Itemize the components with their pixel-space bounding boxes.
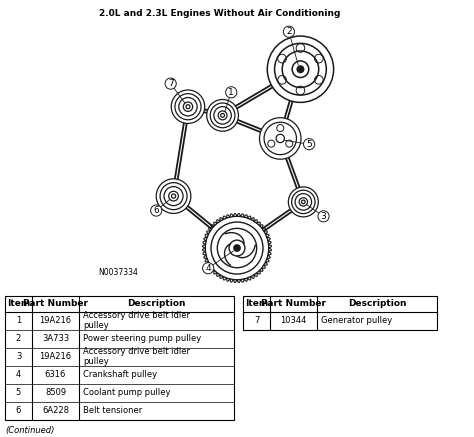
Text: N0037334: N0037334 bbox=[99, 268, 138, 277]
Text: Belt tensioner: Belt tensioner bbox=[83, 406, 142, 416]
Text: 6: 6 bbox=[154, 206, 159, 215]
Text: 7: 7 bbox=[168, 79, 173, 88]
Text: Accessory drive belt idler
pulley: Accessory drive belt idler pulley bbox=[83, 347, 190, 366]
Text: 6316: 6316 bbox=[45, 370, 66, 379]
Text: 19A216: 19A216 bbox=[39, 316, 72, 325]
Text: 3: 3 bbox=[16, 352, 21, 361]
Text: 6: 6 bbox=[16, 406, 21, 416]
Text: 4: 4 bbox=[205, 264, 211, 273]
Text: Coolant pump pulley: Coolant pump pulley bbox=[83, 388, 171, 397]
Text: 2: 2 bbox=[286, 27, 292, 36]
Text: Description: Description bbox=[127, 299, 186, 309]
Text: Item: Item bbox=[245, 299, 268, 309]
Text: (Continued): (Continued) bbox=[5, 426, 55, 435]
Text: Part Number: Part Number bbox=[23, 299, 88, 309]
Text: Item: Item bbox=[7, 299, 30, 309]
Bar bbox=[5, 296, 234, 420]
Text: 10344: 10344 bbox=[280, 316, 307, 325]
Bar bbox=[243, 296, 437, 329]
Text: Crankshaft pulley: Crankshaft pulley bbox=[83, 370, 157, 379]
Text: 6A228: 6A228 bbox=[42, 406, 69, 416]
Text: Part Number: Part Number bbox=[261, 299, 326, 309]
Text: Description: Description bbox=[348, 299, 406, 309]
Text: 7: 7 bbox=[254, 316, 259, 325]
Text: 2: 2 bbox=[16, 334, 21, 343]
Text: 3: 3 bbox=[320, 212, 327, 221]
Text: Power steering pump pulley: Power steering pump pulley bbox=[83, 334, 201, 343]
Circle shape bbox=[234, 245, 240, 251]
Text: 1: 1 bbox=[228, 88, 234, 97]
Text: 4: 4 bbox=[16, 370, 21, 379]
Text: 5: 5 bbox=[16, 388, 21, 397]
Text: 5: 5 bbox=[306, 140, 312, 149]
Text: 3A733: 3A733 bbox=[42, 334, 69, 343]
Text: 8509: 8509 bbox=[45, 388, 66, 397]
Text: Accessory drive belt idler
pulley: Accessory drive belt idler pulley bbox=[83, 311, 190, 330]
Text: 2.0L and 2.3L Engines Without Air Conditioning: 2.0L and 2.3L Engines Without Air Condit… bbox=[99, 9, 340, 17]
Circle shape bbox=[297, 66, 304, 73]
Text: 19A216: 19A216 bbox=[39, 352, 72, 361]
Text: 1: 1 bbox=[16, 316, 21, 325]
Text: Generator pulley: Generator pulley bbox=[321, 316, 392, 325]
